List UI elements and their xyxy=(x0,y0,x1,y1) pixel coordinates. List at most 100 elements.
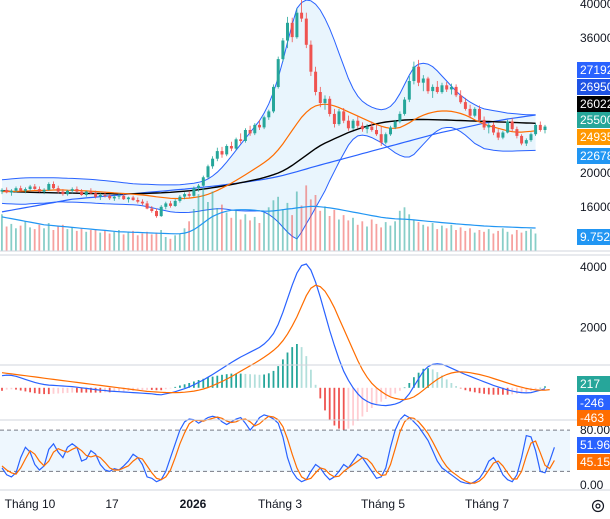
macd-histogram-bar xyxy=(296,344,298,388)
volume-bar xyxy=(315,195,317,251)
volume-bar xyxy=(338,220,340,252)
macd-histogram-bar xyxy=(474,388,476,393)
macd-histogram-bar xyxy=(277,366,279,388)
candle-body xyxy=(492,125,495,133)
candle-body xyxy=(71,189,74,191)
candle-body xyxy=(24,189,27,191)
macd-histogram-bar xyxy=(483,388,485,394)
macd-histogram-bar xyxy=(273,371,275,388)
volume-bar xyxy=(497,231,499,251)
candle-body xyxy=(441,85,444,92)
macd-histogram-bar xyxy=(34,388,36,393)
macd-histogram-bar xyxy=(329,388,331,420)
volume-bar xyxy=(469,228,471,251)
volume-bar xyxy=(34,229,36,251)
volume-bar xyxy=(184,228,186,251)
macd-histogram-bar xyxy=(315,385,317,388)
macd-histogram-bar xyxy=(516,388,518,394)
candle-body xyxy=(136,200,139,202)
macd-histogram-bar xyxy=(446,379,448,388)
candle-body xyxy=(459,95,462,102)
candle-body xyxy=(539,125,542,130)
price-tick-label: 16000 xyxy=(580,200,610,214)
macd-histogram-bar xyxy=(305,356,307,388)
candle-body xyxy=(483,120,486,128)
candle-body xyxy=(478,109,481,120)
volume-bar xyxy=(10,224,12,251)
candle-body xyxy=(94,193,97,196)
volume-bar xyxy=(132,231,134,251)
candle-body xyxy=(183,194,186,197)
candle-body xyxy=(122,196,125,199)
candle-body xyxy=(342,111,345,120)
volume-bar xyxy=(390,226,392,251)
volume-bar xyxy=(422,225,424,251)
volume-bar xyxy=(48,223,50,251)
price-pane[interactable]: 4000036000320002800024000200001600012000 xyxy=(1,0,610,248)
macd-badge: 217 xyxy=(580,377,600,391)
volume-bar xyxy=(174,235,176,251)
volume-bar xyxy=(29,227,31,251)
candle-body xyxy=(52,184,55,188)
candle-body xyxy=(352,121,355,129)
macd-histogram-bar xyxy=(497,388,499,395)
volume-bar xyxy=(493,234,495,252)
volume-bar xyxy=(521,233,523,251)
candle-body xyxy=(155,211,158,216)
volume-bar xyxy=(329,216,331,251)
volume-bar xyxy=(432,223,434,251)
candle-body xyxy=(281,41,284,60)
candle-body xyxy=(267,111,270,117)
macd-badge: -246 xyxy=(580,396,604,410)
stochastic-pane[interactable]: 80.000.00 xyxy=(0,415,610,492)
volume-badge: 9.752 xyxy=(580,230,610,244)
volume-bar xyxy=(95,229,97,251)
volume-bar xyxy=(240,220,242,252)
volume-bar xyxy=(57,227,59,252)
macd-histogram-bar xyxy=(57,388,59,394)
candle-body xyxy=(473,109,476,116)
candle-body xyxy=(239,139,242,141)
volume-bar xyxy=(85,232,87,251)
candle-body xyxy=(146,203,149,208)
volume-bar xyxy=(244,214,246,251)
macd-histogram-bar xyxy=(174,387,176,388)
volume-bar xyxy=(399,211,401,251)
volume-bar xyxy=(127,233,129,251)
candle-body xyxy=(253,125,256,133)
macd-histogram-bar xyxy=(67,388,69,393)
macd-histogram-bar xyxy=(539,388,541,389)
macd-histogram-bar xyxy=(544,386,546,388)
candle-body xyxy=(207,166,210,177)
macd-histogram-bar xyxy=(249,374,251,388)
macd-histogram-bar xyxy=(479,388,481,393)
volume-bar xyxy=(446,228,448,251)
price-badge: 24935 xyxy=(580,130,610,144)
time-axis-label: Tháng 3 xyxy=(258,497,302,511)
volume-bar xyxy=(230,218,232,251)
candle-body xyxy=(506,122,509,133)
macd-histogram-bar xyxy=(338,388,340,429)
macd-tick-label: 2000 xyxy=(580,320,607,334)
macd-histogram-bar xyxy=(488,388,490,395)
candle-body xyxy=(132,198,135,201)
volume-bar xyxy=(357,225,359,251)
macd-histogram-bar xyxy=(259,375,261,388)
candle-body xyxy=(211,159,214,167)
macd-pane[interactable]: 400020000 xyxy=(1,260,607,430)
macd-histogram-bar xyxy=(263,375,265,388)
candle-body xyxy=(80,192,83,195)
macd-histogram-bar xyxy=(198,380,200,388)
candle-body xyxy=(525,140,528,143)
candle-body xyxy=(319,92,322,103)
candle-body xyxy=(450,87,453,90)
candle-body xyxy=(412,67,415,81)
price-tick-label: 36000 xyxy=(580,31,610,45)
gear-icon[interactable] xyxy=(590,498,606,514)
volume-bar xyxy=(460,227,462,251)
volume-bar xyxy=(109,234,111,252)
macd-histogram-bar xyxy=(319,388,321,399)
